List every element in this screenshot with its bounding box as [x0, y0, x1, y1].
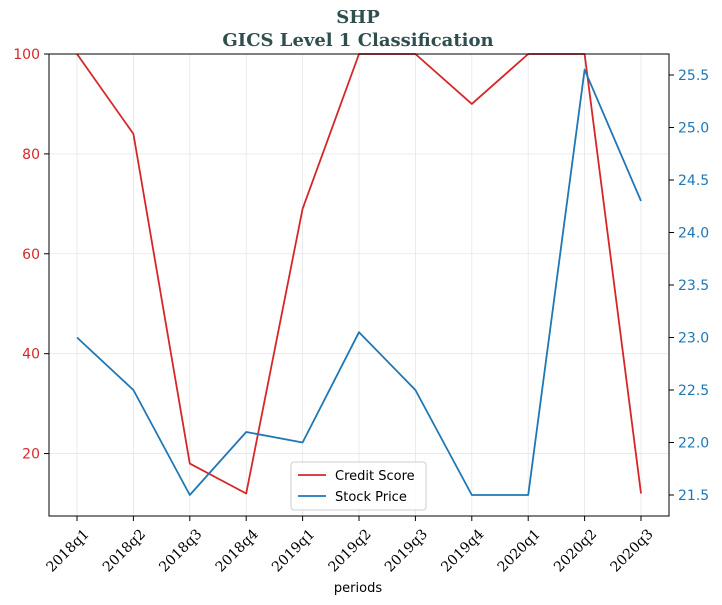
right-tick-label: 24.0	[678, 226, 709, 242]
series-line-stock-price	[76, 68, 642, 496]
x-tick-label: 2019q2	[325, 526, 374, 575]
right-tick-label: 22.5	[678, 383, 709, 399]
x-tick-label: 2020q2	[551, 526, 600, 575]
left-tick-label: 40	[22, 347, 40, 363]
x-tick-label: 2018q2	[100, 526, 149, 575]
legend: Credit Score Stock Price	[290, 461, 427, 511]
right-tick-label: 23.0	[678, 331, 709, 347]
right-axis: 21.5 22.0 22.5 23.0 23.5 24.0 24.5 25.0 25.5	[669, 68, 709, 504]
x-tick-label: 2020q1	[495, 526, 544, 575]
legend-label-credit-score: Credit Score	[335, 469, 415, 484]
right-tick-label: 25.0	[678, 121, 709, 137]
legend-box	[290, 461, 427, 511]
left-tick-label: 20	[22, 447, 40, 463]
left-tick-label: 60	[22, 247, 40, 263]
left-tick-label: 100	[13, 47, 40, 63]
chart-subtitle: GICS Level 1 Classification	[222, 30, 493, 51]
x-tick-label: 2019q3	[382, 526, 431, 575]
x-tick-label: 2019q4	[438, 526, 487, 575]
x-tick-label: 2018q4	[213, 526, 262, 575]
left-tick-label: 80	[22, 147, 40, 163]
right-tick-label: 23.5	[678, 278, 709, 294]
legend-label-stock-price: Stock Price	[335, 490, 407, 505]
right-tick-label: 22.0	[678, 436, 709, 452]
grid	[49, 53, 669, 516]
right-tick-label: 25.5	[678, 68, 709, 84]
right-tick-label: 24.5	[678, 173, 709, 189]
x-tick-label: 2019q1	[269, 526, 318, 575]
x-tick-label: 2018q1	[43, 526, 92, 575]
x-axis: 2018q1 2018q2 2018q3 2018q4 2019q1 2019q2 2019…	[43, 516, 657, 575]
chart-title: SHP	[336, 7, 380, 28]
x-axis-label: periods	[334, 581, 382, 596]
left-axis: 20 40 60 80 100	[13, 47, 49, 463]
x-tick-label: 2020q3	[607, 526, 656, 575]
x-tick-label: 2018q3	[156, 526, 205, 575]
right-tick-label: 21.5	[678, 488, 709, 504]
